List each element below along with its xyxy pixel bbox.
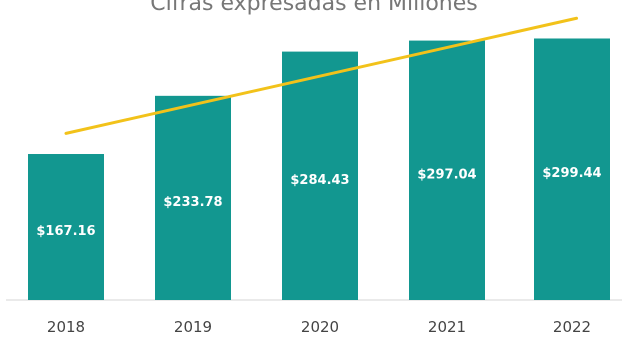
data-label-2018: $167.16 [36,224,95,239]
data-label-2021: $297.04 [417,167,476,182]
bar-2018 [28,154,104,300]
bar-2021 [409,40,485,300]
bar-2019 [155,95,231,301]
data-label-2020: $284.43 [290,173,349,188]
chart-title: Cifras expresadas en Millones [150,0,478,16]
x-tick-label-2021: 2021 [428,318,466,336]
x-tick-label-2022: 2022 [553,318,591,336]
data-label-2019: $233.78 [163,195,222,210]
data-label-2022: $299.44 [542,166,601,181]
bar-2020 [282,51,358,300]
trend-line [64,16,579,135]
x-tick-label-2018: 2018 [47,318,85,336]
x-tick-label-2020: 2020 [301,318,339,336]
bar-2022 [534,38,610,300]
x-tick-label-2019: 2019 [174,318,212,336]
